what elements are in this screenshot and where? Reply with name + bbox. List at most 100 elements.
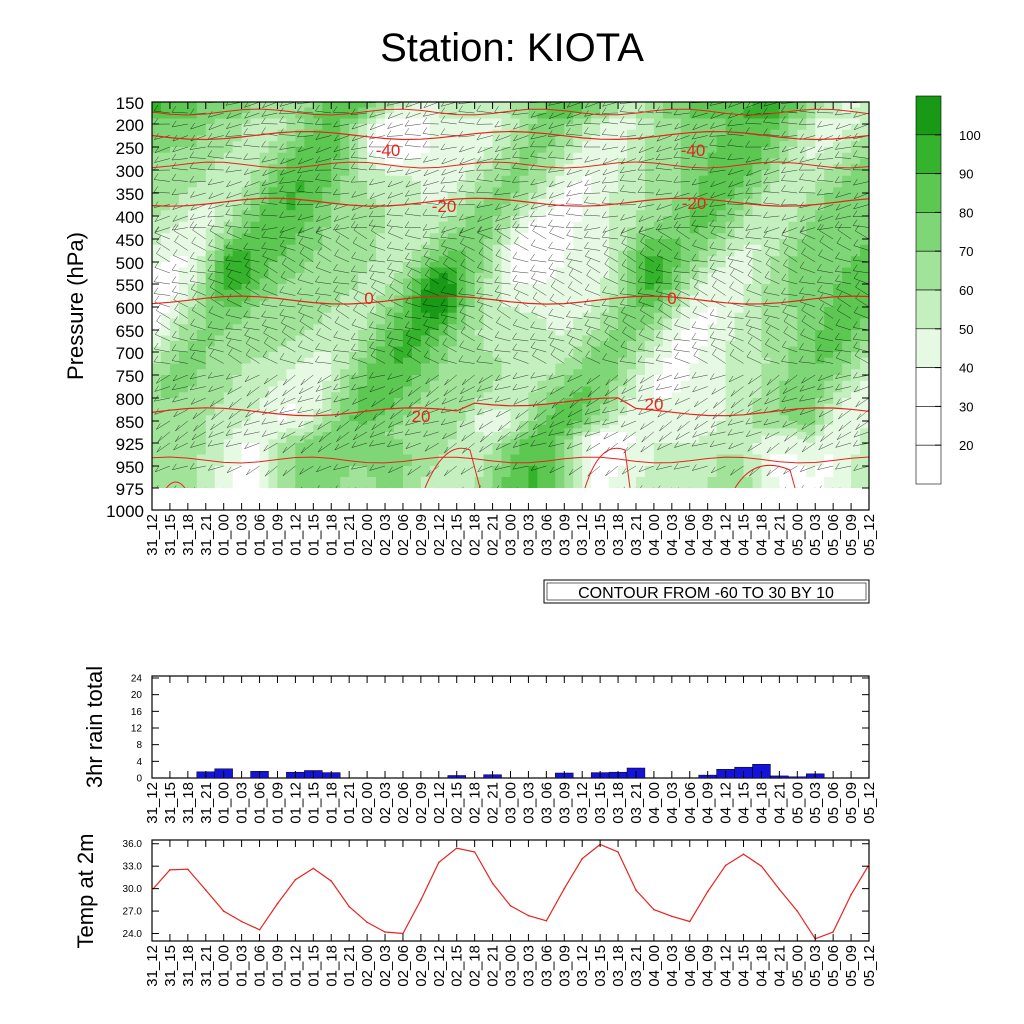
rh-cell xyxy=(851,187,861,194)
rh-cell xyxy=(752,415,762,422)
rh-cell xyxy=(196,210,207,217)
rh-cell xyxy=(564,432,574,437)
rh-cell xyxy=(411,256,422,263)
rh-cell xyxy=(501,216,511,223)
rh-cell xyxy=(420,216,431,223)
rh-cell xyxy=(286,392,296,399)
rh-cell xyxy=(152,158,162,165)
rh-cell xyxy=(788,428,798,433)
rh-cell xyxy=(860,158,869,165)
rh-cell xyxy=(376,312,386,319)
rh-cell xyxy=(707,107,718,114)
rh-cell xyxy=(743,118,753,125)
rh-cell xyxy=(644,369,655,376)
rh-cell xyxy=(860,380,869,387)
rh-cell xyxy=(465,107,476,114)
rh-cell xyxy=(492,118,502,125)
rh-cell xyxy=(662,227,673,234)
rh-cell xyxy=(205,204,216,211)
rh-cell xyxy=(752,158,762,165)
rh-cell xyxy=(716,233,726,240)
rh-cell xyxy=(761,301,771,308)
rh-cell xyxy=(322,278,332,285)
rh-cell xyxy=(680,369,691,376)
rh-cell xyxy=(761,216,771,223)
rh-cell xyxy=(411,210,422,217)
rh-cell xyxy=(600,198,610,205)
rh-cell xyxy=(833,307,843,314)
rh-cell xyxy=(340,175,350,182)
rh-cell xyxy=(815,210,825,217)
rh-cell xyxy=(331,284,341,291)
rh-cell xyxy=(456,250,467,257)
rh-cell xyxy=(537,102,547,108)
rh-cell xyxy=(385,210,395,217)
rh-cell xyxy=(447,352,458,359)
rh-cell xyxy=(707,392,718,399)
rh-cell xyxy=(734,216,744,223)
rh-cell xyxy=(564,147,574,154)
rh-cell xyxy=(734,330,744,336)
rh-cell xyxy=(582,204,592,211)
rh-cell xyxy=(250,375,260,382)
rh-cell xyxy=(680,221,691,228)
rh-cell xyxy=(591,239,601,246)
rh-cell xyxy=(277,250,287,257)
rh-cell xyxy=(187,170,198,177)
rh-cell xyxy=(465,113,476,119)
rh-cell xyxy=(653,424,664,429)
rh-cell xyxy=(824,295,834,302)
rh-cell xyxy=(707,439,718,444)
rh-cell xyxy=(716,124,726,131)
rh-cell xyxy=(241,124,251,131)
rh-cell xyxy=(833,369,843,376)
rh-cell xyxy=(788,289,798,296)
rh-cell xyxy=(268,341,278,347)
rh-cell xyxy=(860,216,869,223)
rh-cell xyxy=(304,204,314,211)
rh-cell xyxy=(779,233,789,240)
rh-cell xyxy=(797,435,807,440)
rh-cell xyxy=(761,221,771,228)
rh-cell xyxy=(331,346,341,353)
rh-cell xyxy=(743,233,753,240)
rh-cell xyxy=(393,124,404,131)
rh-cell xyxy=(546,239,556,246)
rh-cell xyxy=(160,424,171,429)
rh-cell xyxy=(160,428,171,433)
rh-cell xyxy=(707,193,718,200)
rh-cell xyxy=(250,307,260,314)
rh-cell xyxy=(322,363,332,370)
rh-cell xyxy=(376,369,386,376)
rh-cell xyxy=(340,352,350,359)
rh-cell xyxy=(833,147,843,154)
rh-cell xyxy=(474,428,485,433)
rh-cell xyxy=(385,318,395,325)
rh-cell xyxy=(662,352,673,359)
rh-cell xyxy=(286,113,296,119)
rh-cell xyxy=(725,113,735,119)
rh-cell xyxy=(196,124,207,131)
rh-cell xyxy=(456,392,467,399)
rh-cell xyxy=(582,375,592,382)
rh-cell xyxy=(429,392,440,399)
rh-cell xyxy=(465,392,476,399)
rh-cell xyxy=(411,239,422,246)
rh-cell xyxy=(295,124,305,131)
rh-cell xyxy=(241,421,251,426)
rh-cell xyxy=(564,135,574,142)
rh-cell xyxy=(582,295,592,302)
rh-cell xyxy=(277,181,287,188)
rh-cell xyxy=(349,295,359,302)
rh-cell xyxy=(806,187,816,194)
rh-cell xyxy=(402,424,413,429)
rh-cell xyxy=(833,295,843,302)
rh-cell xyxy=(680,164,691,171)
rh-cell xyxy=(295,428,305,433)
rh-cell xyxy=(501,278,511,285)
rh-cell xyxy=(169,107,180,114)
rh-cell xyxy=(510,244,520,251)
rh-cell xyxy=(546,341,556,347)
rh-cell xyxy=(160,421,171,426)
rh-cell xyxy=(196,392,207,399)
